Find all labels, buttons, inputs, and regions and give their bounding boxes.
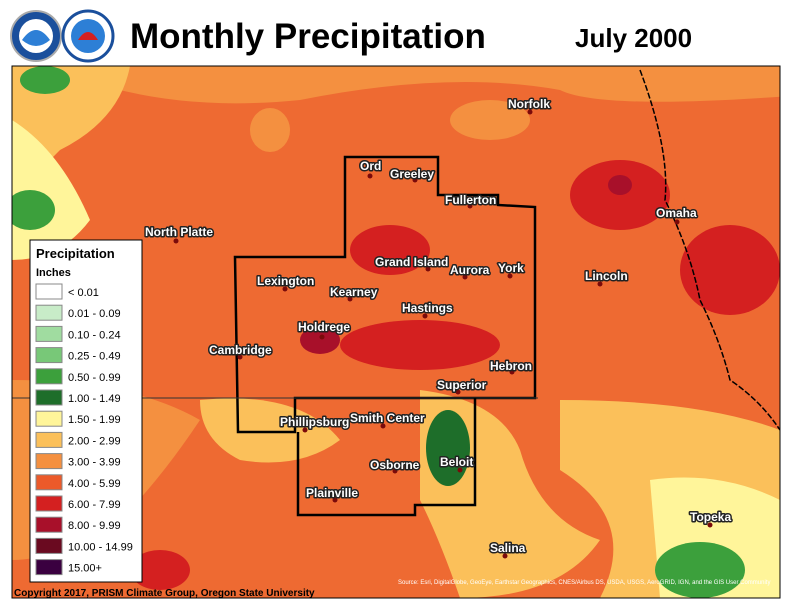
legend-swatch [35,410,63,427]
city-dot [367,173,373,179]
city-dot [237,354,243,360]
city-label: Plainville [306,486,358,500]
city-dot [507,273,513,279]
legend-label: 0.25 - 0.49 [68,351,121,363]
city-dot [425,266,431,272]
legend-label: 0.50 - 0.99 [68,372,121,384]
city-dot [380,423,386,429]
copyright: Copyright 2017, PRISM Climate Group, Ore… [14,588,315,599]
city-dot [455,389,461,395]
city-dot [392,468,398,474]
city-dot [674,219,680,225]
legend-swatch [35,283,63,300]
legend-swatch [35,389,63,406]
city-label: Greeley [390,167,434,181]
date: July 2000 [575,23,692,53]
city-dot [422,313,428,319]
city-label: Lincoln [585,269,628,283]
legend-swatch [35,559,63,576]
legend-label: 8.00 - 9.99 [68,520,121,532]
legend-swatch [35,474,63,491]
legend-swatch [35,495,63,512]
city-label: Aurora [450,263,490,277]
city-dot [527,109,533,115]
city-label: Norfolk [508,97,550,111]
title: Monthly Precipitation [130,17,486,56]
legend-label: 4.00 - 5.99 [68,478,121,490]
legend-swatch [35,347,63,364]
legend-swatch [35,325,63,342]
legend-label: 6.00 - 7.99 [68,499,121,511]
legend-label: 10.00 - 14.99 [68,541,133,553]
city-label: Hastings [402,301,453,315]
city-label: Cambridge [209,343,272,357]
city-label: Holdrege [298,320,350,334]
city-dot [509,369,515,375]
city-label: North Platte [145,225,213,239]
city-label: Ord [360,159,381,173]
legend-swatch [35,516,63,533]
logos [10,9,115,63]
city-dot [302,427,308,433]
legend-swatch [35,537,63,554]
legend-label: 3.00 - 3.99 [68,457,121,469]
city-dot [173,238,179,244]
legend-label: 0.10 - 0.24 [68,329,121,341]
legend-label: 0.01 - 0.09 [68,308,121,320]
city-label: Grand Island [375,255,448,269]
city-dot [502,553,508,559]
legend-units: Inches [36,267,71,279]
city-label: Superior [437,378,487,392]
city-label: Hebron [490,359,532,373]
city-label: Phillipsburg [280,415,349,429]
cities: North Platte Ord Greeley Fullerton Norfolk Om… [144,96,733,559]
city-dot [462,274,468,280]
city-label: Kearney [330,285,378,299]
city-dot [319,334,325,340]
city-dot [332,497,338,503]
city-dot [707,522,713,528]
city-dot [597,281,603,287]
city-label: Smith Center [350,411,425,425]
legend-swatch [35,453,63,470]
legend-swatch [35,304,63,321]
city-label: Beloit [440,455,473,469]
city-dot [457,467,463,473]
city-label: Osborne [370,458,420,472]
legend-title: Precipitation [36,246,115,261]
city-label: Salina [490,541,526,555]
city-label: Lexington [257,274,314,288]
city-label: Omaha [656,206,697,220]
city-label: Fullerton [445,193,496,207]
legend-label: 1.00 - 1.49 [68,393,121,405]
legend-items: < 0.01 0.01 - 0.09 0.10 - 0.24 0.25 - 0.49 0… [35,283,133,576]
legend-label: 1.50 - 1.99 [68,414,121,426]
legend-label: 15.00+ [68,563,102,575]
city-label: York [498,261,524,275]
city-dot [347,296,353,302]
legend-label: < 0.01 [68,287,99,299]
source: Source: Esri, DigitalGlobe, GeoEye, Eart… [398,580,770,586]
legend-label: 2.00 - 2.99 [68,435,121,447]
legend: Precipitation Inches < 0.01 0.01 - 0.09 0.… [29,239,143,583]
city-dot [467,203,473,209]
city-dot [282,286,288,292]
city-label: Topeka [690,510,731,524]
legend-swatch [35,431,63,448]
city-dot [412,177,418,183]
legend-swatch [35,368,63,385]
